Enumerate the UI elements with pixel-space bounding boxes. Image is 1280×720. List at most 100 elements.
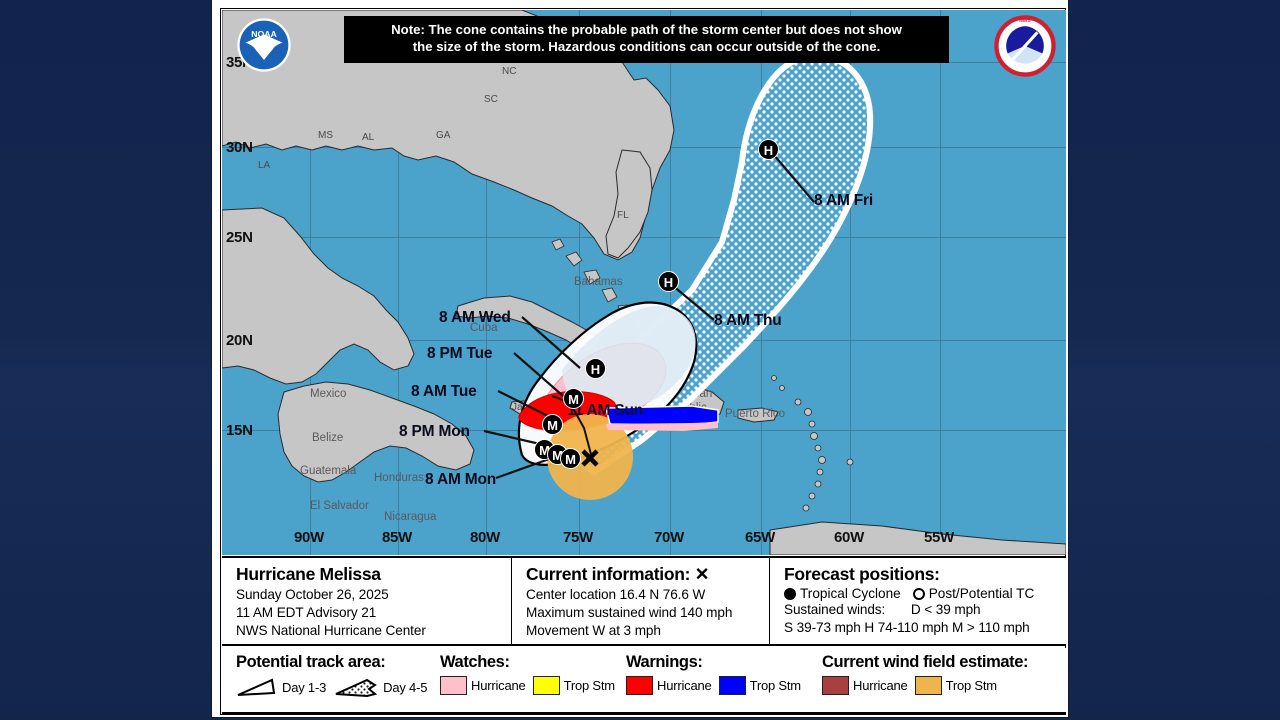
lon-label-70w: 70W (654, 529, 684, 546)
track-label-8am-mon: 8 AM Mon (425, 471, 497, 488)
legend-wind-hurricane: Hurricane (822, 676, 908, 695)
legend-day-4-5-label: Day 4-5 (383, 679, 428, 695)
lat-label-20n: 20N (226, 332, 253, 349)
geo-label-jamaica: Jamaica (512, 402, 550, 413)
legend-day-4-5: Day 4-5 (333, 676, 427, 698)
geo-label-fl: FL (617, 210, 629, 221)
noaa-logo-icon: NOAA (237, 18, 291, 72)
geo-label-ms: MS (318, 130, 333, 141)
marker-h-3[interactable]: H (758, 139, 779, 160)
geo-label-la: LA (258, 160, 271, 171)
nhc-forecast-graphic: 35N 30N 25N 20N 15N 90W 85W 80W 75W 70W … (212, 0, 1068, 717)
warning-hurricane-label: Hurricane (657, 678, 712, 693)
map-legend-strip: Potential track area: Day 1-3 (222, 648, 1066, 714)
current-information-column: Current information: ✕ Center location 1… (512, 558, 770, 644)
storm-name: Hurricane Melissa (236, 564, 381, 584)
panel-divider-1 (511, 558, 512, 644)
storm-agency: NWS National Hurricane Center (236, 623, 426, 639)
center-location: Center location 16.4 N 76.6 W (526, 587, 706, 602)
storm-info-panel: Hurricane Melissa Sunday October 26, 202… (222, 556, 1066, 646)
warning-hurricane-swatch (626, 676, 653, 695)
lat-label-25n: 25N (226, 229, 253, 246)
legend-watch-tropstm: Trop Stm (532, 676, 616, 695)
geo-label-belize: Belize (312, 432, 344, 444)
watch-tropstm-swatch (532, 676, 560, 695)
storm-movement: Movement W at 3 mph (526, 623, 661, 639)
legend-warnings: Warnings: Hurricane Trop Stm (626, 648, 822, 695)
geo-label-puerto-rico: Puerto Rico (725, 408, 786, 420)
post-potential-tc-label: Post/Potential TC (928, 586, 1035, 601)
lat-label-30n: 30N (226, 139, 253, 156)
forecast-symbol-legend: Tropical Cyclone Post/Potential TC (784, 586, 1066, 601)
post-potential-tc-dot-icon (912, 587, 925, 600)
track-label-8am-wed: 8 AM Wed (439, 309, 511, 326)
geo-label-al: AL (362, 132, 375, 143)
gridline-lon-80 (486, 10, 487, 555)
landmass-mexico (222, 207, 415, 385)
geo-label-honduras: Honduras (374, 472, 424, 484)
depression-range: D < 39 mph (910, 602, 981, 617)
legend-day-1-3: Day 1-3 (236, 676, 326, 698)
sustained-winds-label: Sustained winds: (784, 602, 886, 617)
geo-label-dominican: Dominican (658, 388, 713, 400)
legend-day-1-3-label: Day 1-3 (282, 679, 327, 695)
track-label-8am-fri: 8 AM Fri (814, 192, 873, 209)
cone-note-banner: Note: The cone contains the probable pat… (344, 16, 949, 63)
lat-label-15n: 15N (226, 422, 253, 439)
current-information-heading: Current information: ✕ (526, 564, 770, 585)
forecast-positions-heading: Forecast positions: (784, 564, 940, 584)
cone-day45-icon (335, 678, 378, 698)
marker-h-2[interactable]: H (658, 271, 679, 292)
forecast-positions-column: Forecast positions: Tropical Cyclone Pos… (770, 558, 1066, 644)
geo-label-nicaragua: Nicaragua (384, 511, 437, 523)
geo-label-mexico: Mexico (310, 388, 347, 400)
landmass-central-america (277, 381, 475, 483)
gridline-lon-55 (940, 10, 941, 555)
legend-potential-track: Potential track area: Day 1-3 (222, 648, 440, 698)
marker-m-3[interactable]: M (560, 448, 581, 469)
wind-categories: S 39-73 mph H 74-110 mph M > 110 mph (784, 620, 1030, 636)
marker-m-4[interactable]: M (542, 414, 563, 435)
legend-wind-field: Current wind field estimate: Hurricane T… (822, 648, 1066, 695)
marker-m-5[interactable]: M (563, 388, 584, 409)
svg-text:NOAA: NOAA (251, 29, 277, 39)
graphic-inner-border: 35N 30N 25N 20N 15N 90W 85W 80W 75W 70W … (220, 8, 1066, 715)
landmass-south-america (769, 521, 1066, 555)
legend-watches-title: Watches: (440, 653, 510, 671)
current-position-x-icon: ✕ (694, 564, 710, 584)
wind-tropstm-label: Trop Stm (945, 678, 998, 693)
wind-hurricane-swatch (822, 676, 849, 695)
note-line-2: the size of the storm. Hazardous conditi… (412, 39, 881, 55)
lon-label-55w: 55W (924, 529, 954, 546)
warning-tropstm-swatch (718, 676, 746, 695)
max-sustained-wind: Maximum sustained wind 140 mph (526, 605, 733, 621)
forecast-map[interactable]: 35N 30N 25N 20N 15N 90W 85W 80W 75W 70W … (222, 10, 1066, 555)
track-label-8pm-mon: 8 PM Mon (399, 423, 470, 440)
sustained-winds-row: Sustained winds: D < 39 mph (784, 601, 1066, 619)
lon-label-90w: 90W (294, 529, 324, 546)
legend-watch-hurricane: Hurricane (440, 676, 526, 695)
geo-label-ga: GA (436, 130, 451, 141)
panel-divider-2 (769, 558, 770, 644)
geo-label-bermuda: Bermuda (774, 134, 815, 145)
geo-label-nc: NC (502, 66, 517, 77)
legend-wind-tropstm: Trop Stm (914, 676, 998, 695)
svg-text:NWS: NWS (1019, 18, 1031, 24)
storm-advisory: 11 AM EDT Advisory 21 (236, 605, 377, 621)
nws-logo-icon: NWS (994, 15, 1056, 77)
lon-label-85w: 85W (382, 529, 412, 546)
tropical-cyclone-label: Tropical Cyclone (800, 586, 901, 601)
current-information-label: Current information: (526, 564, 691, 584)
geo-label-republic: Republic (662, 402, 707, 414)
note-line-1: Note: The cone contains the probable pat… (391, 22, 902, 37)
lon-label-75w: 75W (563, 529, 593, 546)
track-label-8am-tue: 8 AM Tue (411, 383, 477, 400)
watch-hurricane-swatch (440, 676, 467, 695)
wind-hurricane-label: Hurricane (853, 678, 908, 693)
storm-date: Sunday October 26, 2025 (236, 587, 389, 602)
legend-track-title: Potential track area: (236, 653, 386, 671)
watch-tropstm-label: Trop Stm (563, 678, 616, 693)
geo-label-sc: SC (484, 94, 498, 105)
marker-h-1[interactable]: H (585, 358, 606, 379)
lon-label-80w: 80W (470, 529, 500, 546)
